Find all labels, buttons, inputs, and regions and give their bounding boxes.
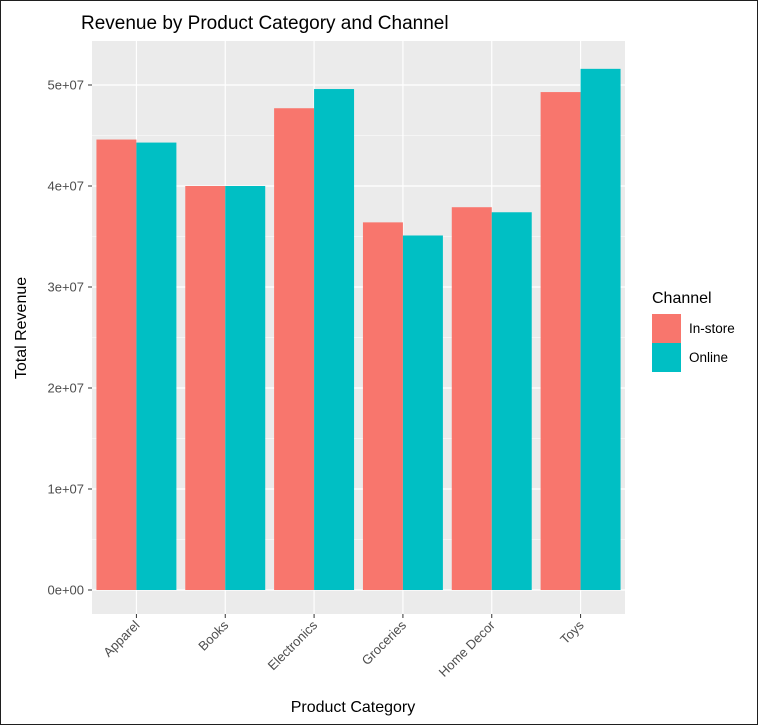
bar-toys-online: [580, 68, 621, 591]
x-tick-label: Apparel: [100, 617, 142, 659]
y-tick-label: 1e+07: [47, 482, 84, 497]
legend: Channel In-store Online: [652, 290, 735, 372]
y-tick-label: 5e+07: [47, 78, 84, 93]
legend-title: Channel: [652, 290, 712, 307]
y-tick-label: 2e+07: [47, 381, 84, 396]
bar-groceries-in-store: [362, 222, 403, 591]
x-tick-label: Electronics: [265, 617, 321, 673]
bar-groceries-online: [402, 235, 443, 591]
bar-books-online: [225, 186, 266, 590]
y-axis: 0e+00 1e+07 2e+07 3e+07 4e+07 5e+07: [47, 78, 92, 598]
bar-apparel-online: [136, 142, 177, 590]
bar-toys-in-store: [540, 92, 581, 590]
y-axis-title: Total Revenue: [13, 277, 30, 379]
bar-home-decor-online: [491, 212, 532, 590]
legend-key-online: [652, 343, 681, 372]
chart-title: Revenue by Product Category and Channel: [81, 13, 449, 34]
bar-electronics-online: [314, 89, 355, 590]
legend-label-in-store: In-store: [689, 321, 735, 336]
legend-label-online: Online: [689, 350, 728, 365]
bar-books-in-store: [185, 186, 226, 590]
x-axis: Apparel Books Electronics Groceries Home Dec…: [100, 614, 587, 680]
bars: [96, 68, 621, 591]
y-tick-label: 3e+07: [47, 280, 84, 295]
legend-key-in-store: [652, 314, 681, 343]
y-tick-label: 4e+07: [47, 179, 84, 194]
bar-electronics-in-store: [274, 108, 315, 590]
x-axis-title: Product Category: [291, 699, 416, 716]
y-tick-label: 0e+00: [47, 583, 84, 598]
x-tick-label: Books: [195, 617, 232, 654]
x-tick-label: Toys: [557, 617, 587, 647]
plot-panel: [92, 41, 625, 614]
bar-home-decor-in-store: [451, 207, 492, 590]
x-tick-label: Groceries: [359, 617, 410, 668]
bar-apparel-in-store: [96, 139, 137, 591]
x-tick-label: Home Decor: [436, 617, 499, 680]
